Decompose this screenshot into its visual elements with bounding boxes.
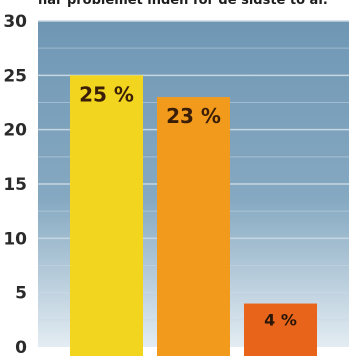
data-labels: 25 % 23 % 4 %	[79, 82, 297, 329]
data-label-1: 25 %	[79, 82, 134, 106]
bar-2	[157, 97, 230, 356]
y-tick-label: 15	[3, 175, 27, 195]
data-label-2: 23 %	[166, 104, 221, 128]
bar-1	[70, 75, 143, 356]
y-tick-label: 0	[15, 338, 27, 356]
y-axis: 0 5 10 15 20 25 30	[3, 12, 27, 356]
y-tick-label: 10	[3, 229, 27, 249]
data-label-3: 4 %	[264, 311, 297, 330]
bar-3	[244, 303, 317, 356]
bars	[70, 75, 317, 356]
y-tick-label: 20	[3, 121, 27, 141]
y-tick-label: 25	[3, 66, 27, 86]
y-tick-label: 30	[3, 12, 27, 32]
chart-title: har problemet inden for de sidste to år.	[38, 0, 328, 8]
y-tick-label: 5	[15, 284, 27, 304]
